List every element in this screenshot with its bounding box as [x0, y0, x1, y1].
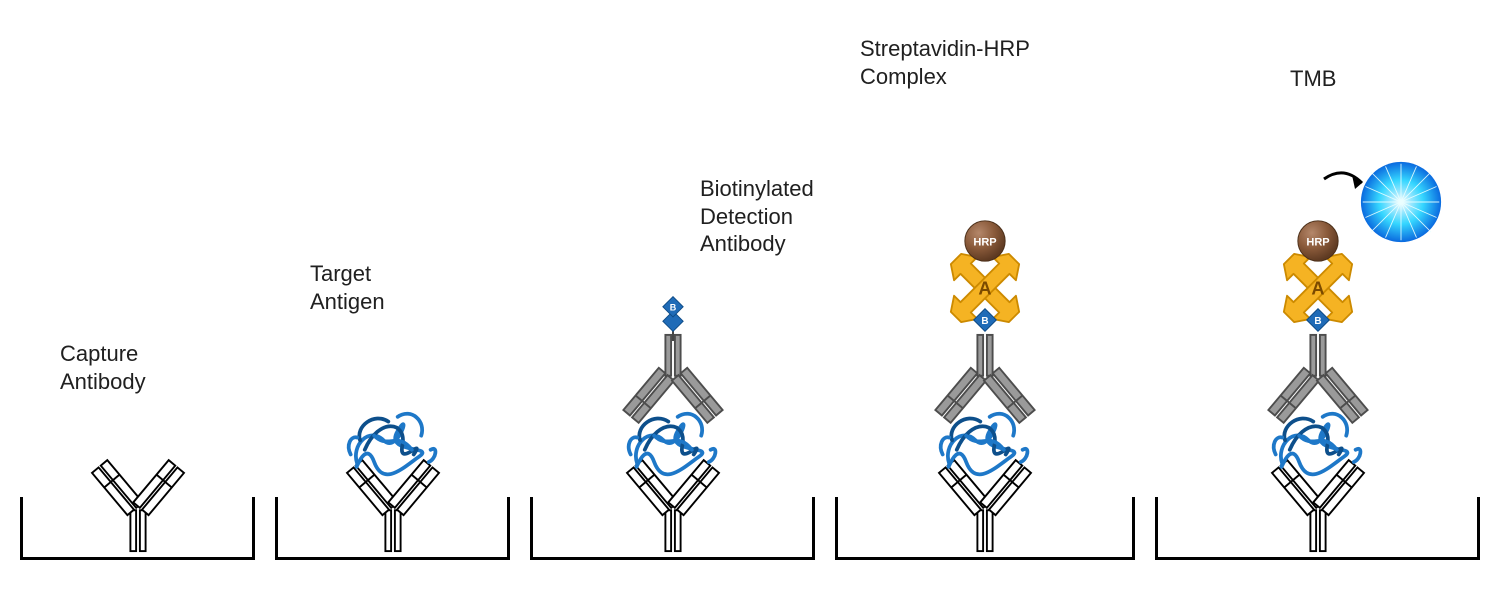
detection-antibody-icon [935, 335, 1034, 423]
hrp-icon [1297, 221, 1337, 261]
label-savhrp: Streptavidin-HRP Complex [860, 35, 1030, 90]
panel-p5 [1155, 40, 1480, 560]
label-tmb: TMB [1290, 65, 1336, 93]
detection-antibody-icon [1268, 335, 1367, 423]
label-antigen: Target Antigen [310, 260, 385, 315]
biotin-icon [1306, 309, 1329, 332]
biotin-icon [974, 309, 997, 332]
label-capture: Capture Antibody [60, 340, 146, 395]
panel-p4 [835, 40, 1135, 560]
tmb-icon [1360, 162, 1440, 242]
hrp-icon [965, 221, 1005, 261]
component-stack [313, 408, 473, 558]
panel-p3 [530, 40, 815, 560]
capture-antibody-icon [92, 460, 184, 551]
component-stack [905, 202, 1065, 558]
detection-antibody-icon [623, 335, 722, 423]
panel-p1 [20, 40, 255, 560]
label-detection: Biotinylated Detection Antibody [700, 175, 814, 258]
component-stack [593, 293, 753, 558]
component-stack [1238, 202, 1398, 558]
component-stack [58, 458, 218, 558]
